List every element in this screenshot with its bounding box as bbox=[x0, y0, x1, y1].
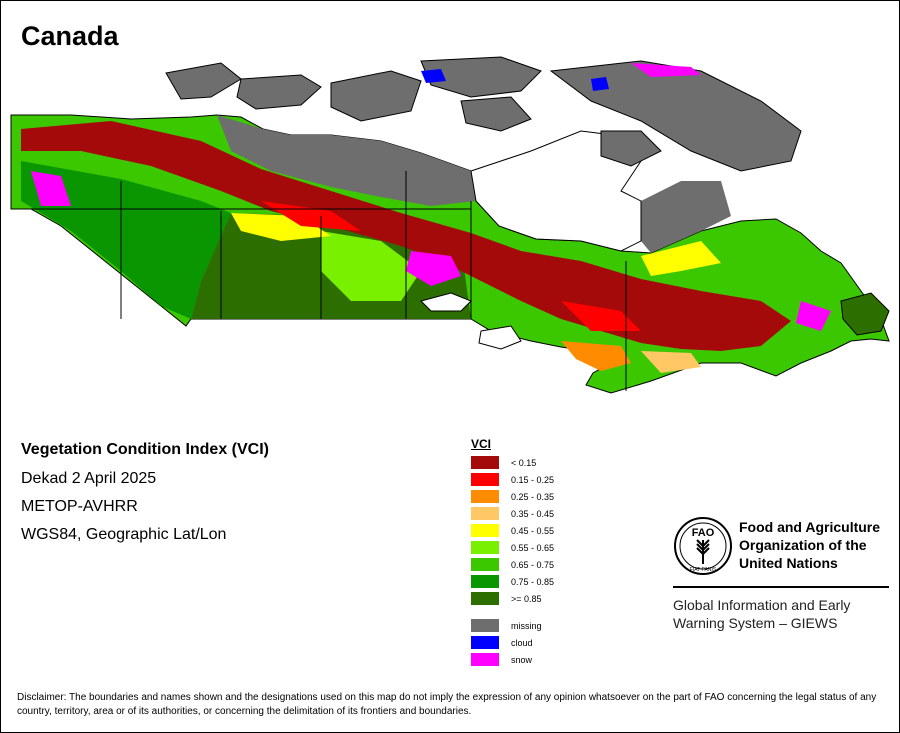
legend-class-label: 0.45 - 0.55 bbox=[511, 525, 555, 536]
legend-class-swatch bbox=[471, 541, 499, 554]
projection-line: WGS84, Geographic Lat/Lon bbox=[21, 526, 227, 543]
giews-line-1: Global Information and Early bbox=[673, 597, 851, 613]
great-lakes bbox=[420, 292, 522, 350]
land-red-patches bbox=[261, 201, 641, 331]
legend-special-label: missing bbox=[511, 620, 542, 631]
index-heading: Vegetation Condition Index (VCI) bbox=[21, 441, 269, 458]
giews-line-2: Warning System – GIEWS bbox=[673, 615, 838, 631]
legend-special-row: cloud bbox=[471, 634, 554, 651]
legend-class-row: 0.35 - 0.45 bbox=[471, 505, 554, 522]
legend-class-swatch bbox=[471, 473, 499, 486]
legend-special-row: missing bbox=[471, 617, 554, 634]
legend-special-swatch bbox=[471, 653, 499, 666]
legend-class-label: >= 0.85 bbox=[511, 593, 542, 604]
fao-divider bbox=[673, 586, 889, 588]
fao-logo-letters: FAO bbox=[692, 527, 715, 539]
fao-name-line-1: Food and Agriculture bbox=[739, 519, 881, 535]
legend-class-row: 0.25 - 0.35 bbox=[471, 488, 554, 505]
legend-special-swatch bbox=[471, 619, 499, 632]
arctic-island-5 bbox=[460, 96, 532, 132]
newfoundland bbox=[840, 292, 890, 336]
map-info: Vegetation Condition Index (VCI) Dekad 2… bbox=[21, 441, 269, 554]
land-orange-patch bbox=[561, 341, 631, 371]
legend-class-row: 0.75 - 0.85 bbox=[471, 573, 554, 590]
legend-class-row: 0.65 - 0.75 bbox=[471, 556, 554, 573]
legend-class-label: < 0.15 bbox=[511, 457, 537, 468]
legend-special: missing cloud snow bbox=[471, 617, 554, 668]
land-missing-north bbox=[217, 115, 476, 206]
sensor-line: METOP-AVHRR bbox=[21, 498, 138, 515]
land-missing-quebec bbox=[641, 181, 731, 253]
legend-class-swatch bbox=[471, 575, 499, 588]
land-green-mid bbox=[21, 161, 231, 319]
vci-legend: VCI < 0.15 0.15 - 0.25 0.25 - 0.35 0.35 - 0… bbox=[471, 437, 554, 668]
map-title: Canada bbox=[21, 21, 119, 51]
legend-special-row: snow bbox=[471, 651, 554, 668]
land-lightorange-patch bbox=[641, 351, 701, 373]
arctic-island-6 bbox=[600, 130, 662, 167]
giews-name: Global Information and Early Warning Sys… bbox=[673, 596, 850, 632]
legend-class-label: 0.65 - 0.75 bbox=[511, 559, 555, 570]
legend-class-swatch bbox=[471, 558, 499, 571]
disclaimer: Disclaimer: The boundaries and names sho… bbox=[17, 692, 877, 717]
legend-class-row: 0.55 - 0.65 bbox=[471, 539, 554, 556]
legend-class-row: 0.15 - 0.25 bbox=[471, 471, 554, 488]
province-boundaries bbox=[11, 171, 627, 391]
legend-class-label: 0.55 - 0.65 bbox=[511, 542, 555, 553]
fao-name-line-2: Organization of the bbox=[739, 537, 867, 553]
fao-logo-motto: FIAT PANIS bbox=[690, 567, 717, 573]
vci-map bbox=[10, 56, 890, 394]
legend-class-swatch bbox=[471, 592, 499, 605]
hudson-bay bbox=[470, 130, 642, 252]
arctic-island-magenta bbox=[631, 63, 701, 77]
legend-special-label: cloud bbox=[511, 637, 533, 648]
fao-name-line-3: United Nations bbox=[739, 555, 838, 571]
legend-class-swatch bbox=[471, 507, 499, 520]
legend-class-label: 0.25 - 0.35 bbox=[511, 491, 555, 502]
legend-class-label: 0.35 - 0.45 bbox=[511, 508, 555, 519]
legend-special-label: snow bbox=[511, 654, 533, 665]
arctic-island-4 bbox=[420, 56, 542, 98]
land-yellow-patch-2 bbox=[641, 241, 721, 276]
dekad-line: Dekad 2 April 2025 bbox=[21, 470, 157, 487]
legend-class-swatch bbox=[471, 524, 499, 537]
legend-classes: < 0.15 0.15 - 0.25 0.25 - 0.35 0.35 - 0.45 0… bbox=[471, 454, 554, 607]
legend-special-swatch bbox=[471, 636, 499, 649]
fao-logo-icon: FAO FIAT PANIS bbox=[674, 517, 732, 575]
fao-name: Food and Agriculture Organization of the… bbox=[739, 518, 880, 572]
legend-class-row: 0.45 - 0.55 bbox=[471, 522, 554, 539]
legend-class-label: 0.75 - 0.85 bbox=[511, 576, 555, 587]
legend-class-label: 0.15 - 0.25 bbox=[511, 474, 555, 485]
arctic-island-1 bbox=[165, 62, 242, 100]
land-green-light bbox=[321, 231, 421, 301]
arctic-island-cloud bbox=[421, 69, 609, 91]
legend-class-row: >= 0.85 bbox=[471, 590, 554, 607]
arctic-island-3 bbox=[330, 70, 422, 122]
legend-class-swatch bbox=[471, 456, 499, 469]
legend-class-row: < 0.15 bbox=[471, 454, 554, 471]
legend-class-swatch bbox=[471, 490, 499, 503]
arctic-island-2 bbox=[236, 74, 322, 110]
legend-title: VCI bbox=[471, 437, 492, 451]
